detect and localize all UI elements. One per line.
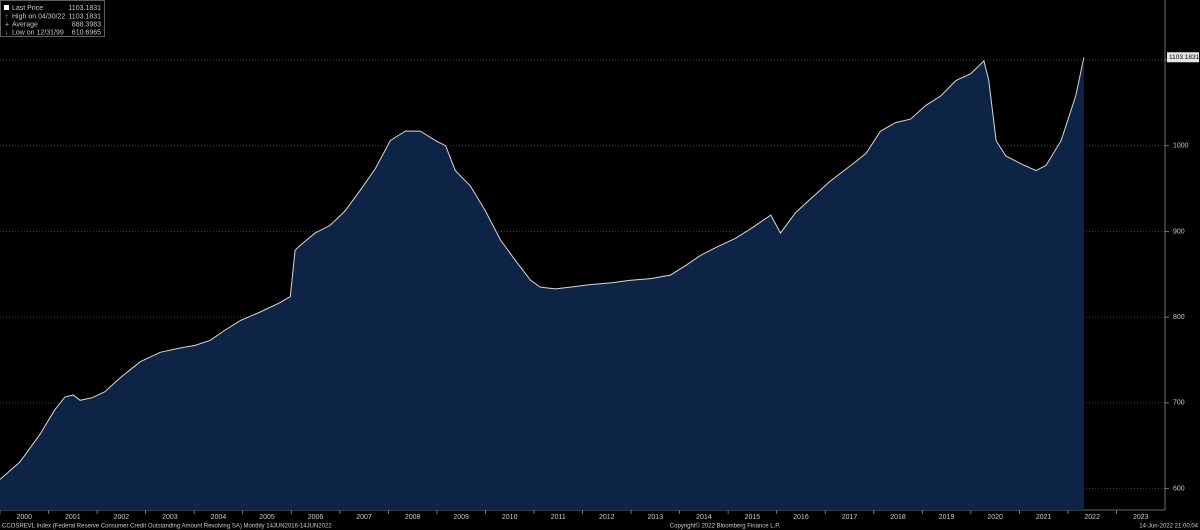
legend-box (0, 0, 105, 37)
x-tick-label: 2018 (890, 514, 906, 521)
x-tick-label: 2013 (648, 514, 664, 521)
last-price-label: 1103.1831 (1169, 54, 1200, 61)
x-tick-label: 2014 (696, 514, 712, 521)
x-tick-label: 2002 (114, 514, 130, 521)
y-tick-label: 700 (1173, 400, 1185, 407)
legend-value: 1103.1831 (68, 5, 101, 12)
x-tick-label: 2007 (356, 514, 372, 521)
x-tick-label: 2016 (793, 514, 809, 521)
x-tick-label: 2010 (502, 514, 518, 521)
y-tick-label: 1000 (1173, 143, 1189, 150)
x-tick-label: 2004 (211, 514, 227, 521)
last-price-tag (1167, 52, 1199, 63)
x-tick-label: 2000 (16, 514, 32, 521)
legend-stat-value: 610.6965 (72, 29, 101, 36)
x-tick-label: 2017 (842, 514, 858, 521)
footer-left: CCOSREVL Index (Federal Reserve Consumer… (2, 524, 332, 530)
x-tick-label: 2005 (259, 514, 275, 521)
x-tick-label: 2008 (405, 514, 421, 521)
footer-right: 14-Jun-2022 21:00:04 (1139, 524, 1198, 530)
footer-center: Copyright© 2022 Bloomberg Finance L.P. (670, 523, 781, 530)
legend-stat-label: Average (12, 21, 38, 28)
y-tick-label: 600 (1173, 485, 1185, 492)
x-tick-label: 2006 (308, 514, 324, 521)
legend-stat-label: High on 04/30/22 (12, 13, 65, 20)
x-tick-label: 2020 (987, 514, 1003, 521)
x-tick-label: 2023 (1133, 514, 1149, 521)
x-tick-label: 2012 (599, 514, 615, 521)
x-tick-label: 2019 (939, 514, 955, 521)
legend-label: Last Price (12, 5, 43, 12)
legend-stat-value: 888.3983 (72, 21, 101, 28)
area (0, 57, 1084, 511)
x-tick-label: 2021 (1036, 514, 1052, 521)
legend-symbol: + (5, 21, 9, 28)
y-tick-label: 800 (1173, 314, 1185, 321)
legend-stat-label: Low on 12/31/99 (12, 29, 64, 36)
x-tick-label: 2011 (551, 514, 566, 521)
x-tick-label: 2001 (65, 514, 81, 521)
x-tick-label: 2009 (453, 514, 469, 521)
legend-swatch (4, 5, 9, 10)
legend-symbol: ↑ (5, 13, 9, 20)
line (0, 57, 1085, 480)
legend: Last Price 1103.1831 ↑ High on 04/30/22 1103… (0, 0, 105, 37)
legend-stat-value: 1103.1831 (68, 13, 101, 20)
legend-symbol: ↓ (5, 29, 9, 36)
x-tick-label: 2022 (1084, 514, 1100, 521)
x-tick-label: 2015 (745, 514, 761, 521)
x-tick-label: 2003 (162, 514, 178, 521)
y-tick-label: 900 (1173, 228, 1185, 235)
